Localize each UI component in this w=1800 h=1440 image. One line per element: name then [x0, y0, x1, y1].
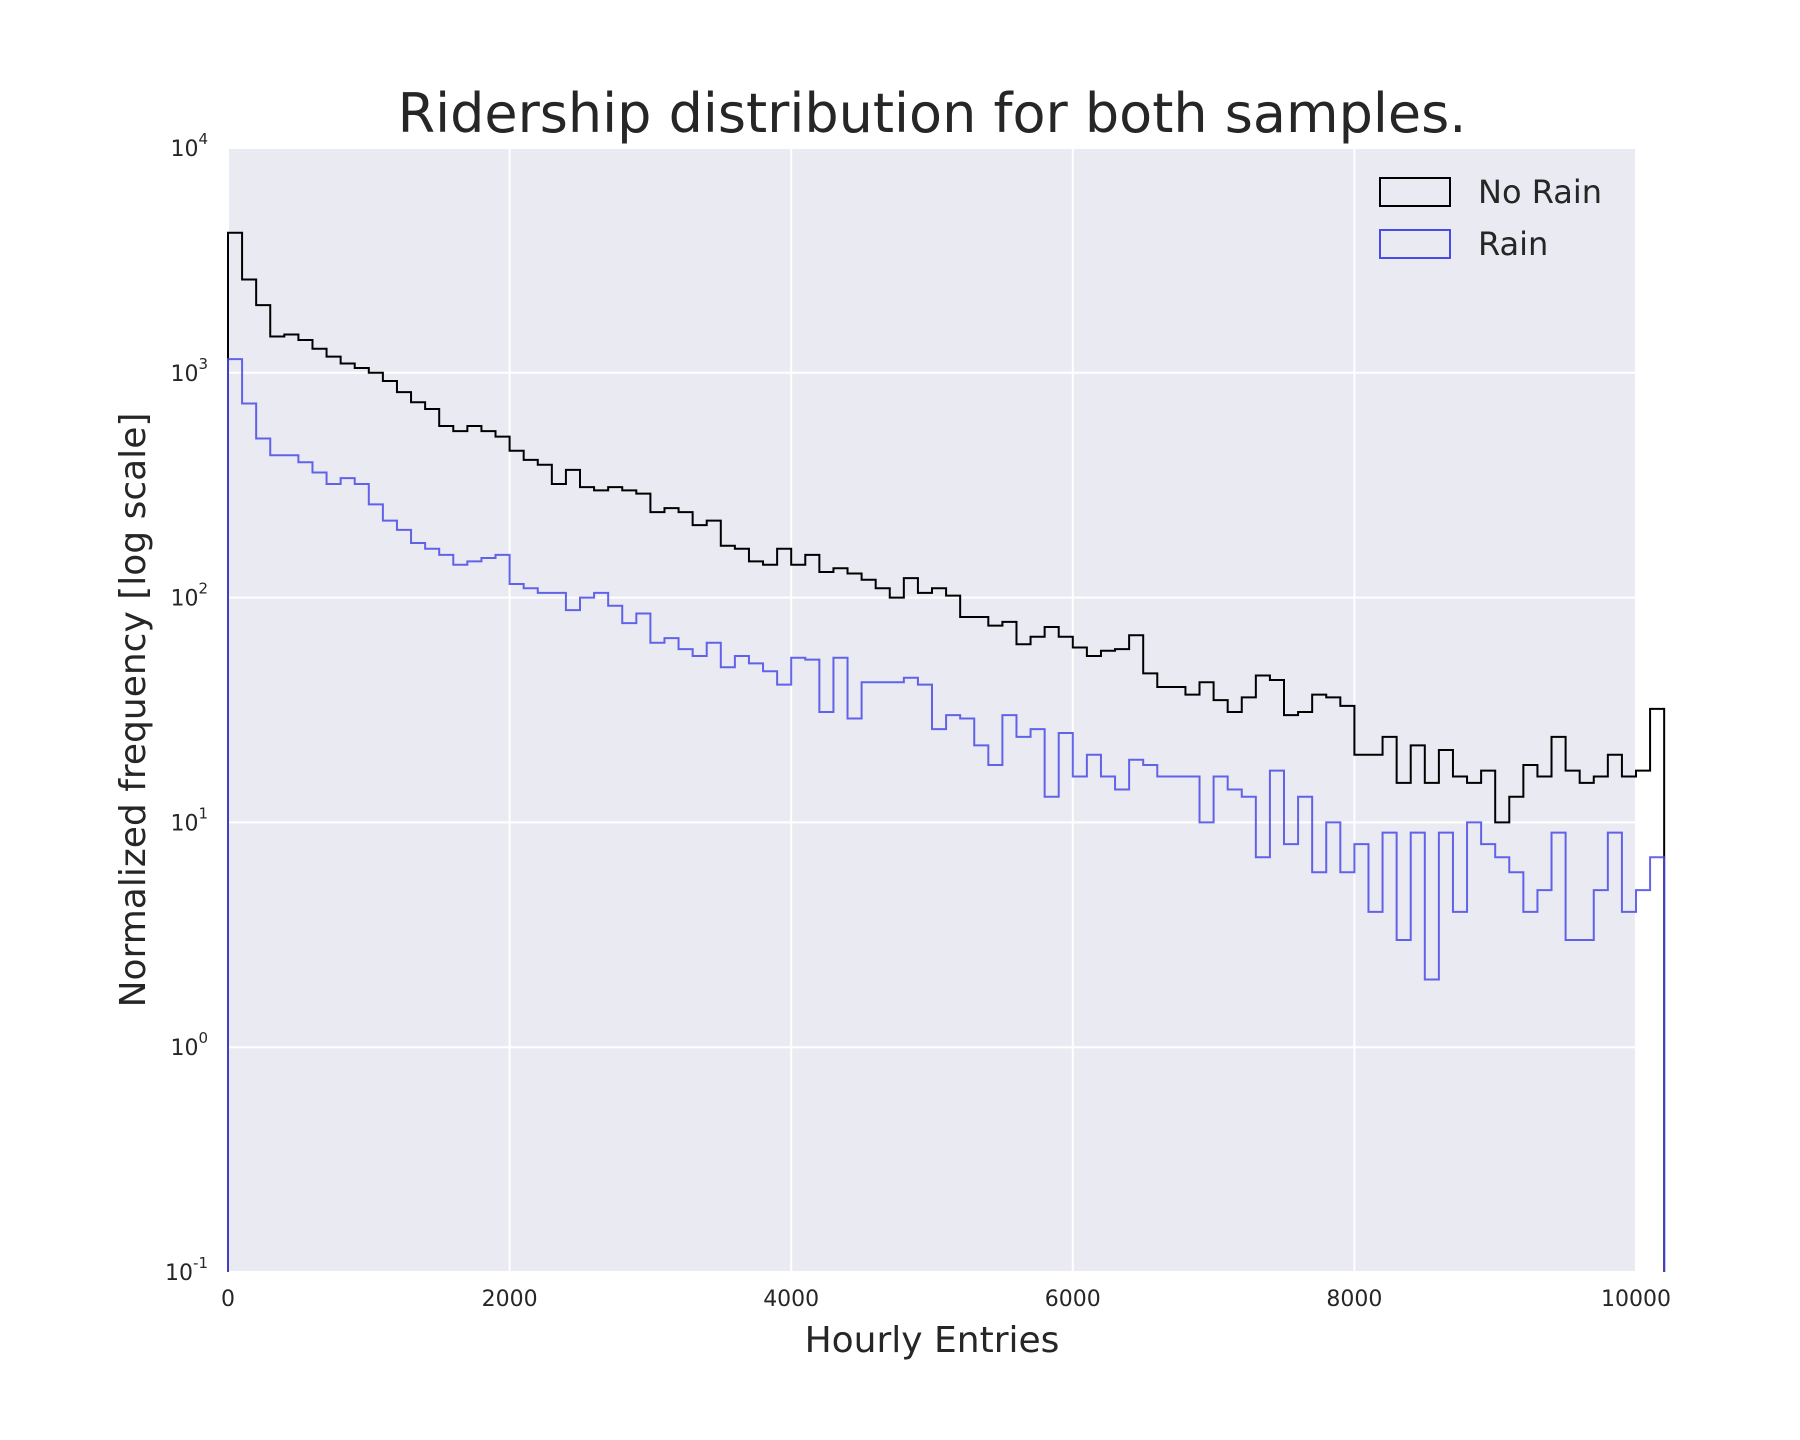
legend-swatch-no-rain — [1379, 177, 1451, 207]
x-axis-ticks: 0 2000 4000 6000 8000 10000 — [221, 1287, 1671, 1312]
y-axis-ticks: 10-1 100 101 102 103 104 — [165, 130, 208, 1286]
x-tick-label: 0 — [221, 1287, 235, 1312]
y-tick-label: 102 — [170, 580, 208, 612]
x-tick-label: 10000 — [1601, 1287, 1671, 1312]
y-tick-label: 101 — [170, 804, 208, 836]
series-no-rain-step — [227, 231, 1666, 1272]
y-tick-label: 103 — [170, 355, 208, 387]
y-tick-label: 100 — [170, 1029, 208, 1061]
x-tick-label: 4000 — [763, 1287, 819, 1312]
y-tick-label: 104 — [170, 130, 208, 162]
x-tick-label: 8000 — [1326, 1287, 1382, 1312]
legend-swatch-rain — [1379, 229, 1451, 259]
series-layer — [227, 231, 1666, 1272]
grid — [227, 147, 1637, 1273]
legend-label-no-rain: No Rain — [1478, 173, 1602, 211]
y-axis-label: Normalized frequency [log scale] — [113, 413, 154, 1008]
x-tick-label: 2000 — [482, 1287, 538, 1312]
legend: No Rain Rain — [1379, 173, 1602, 263]
series-rain-step — [227, 358, 1666, 1272]
legend-label-rain: Rain — [1478, 225, 1548, 263]
x-tick-label: 6000 — [1045, 1287, 1101, 1312]
x-axis-label: Hourly Entries — [805, 1320, 1060, 1361]
chart-title: Ridership distribution for both samples. — [398, 82, 1467, 145]
y-tick-label: 10-1 — [165, 1254, 208, 1286]
